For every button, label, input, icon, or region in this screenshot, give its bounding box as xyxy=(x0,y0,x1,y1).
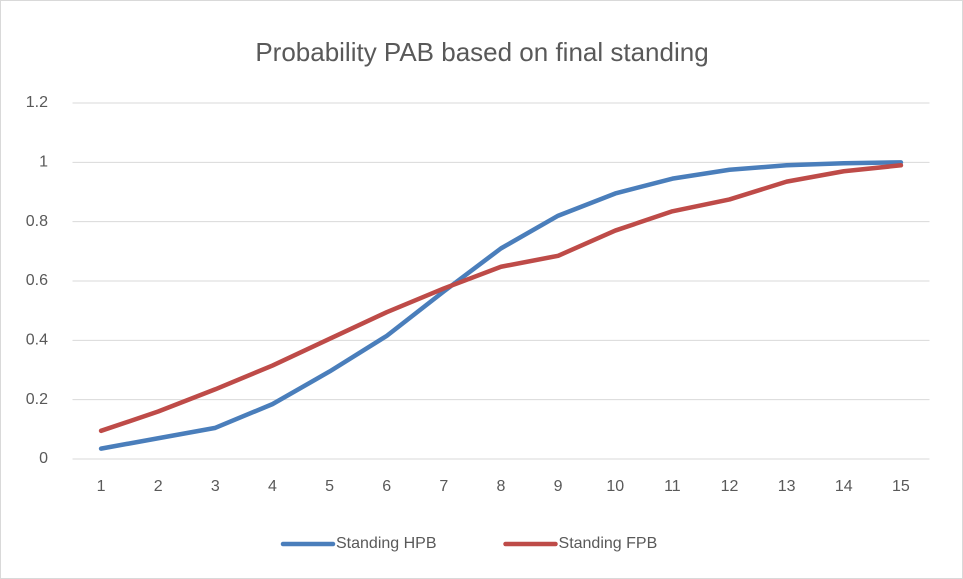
y-tick-label: 0 xyxy=(39,450,48,467)
x-tick-label: 8 xyxy=(497,478,506,495)
series-line xyxy=(98,160,904,451)
y-tick-label: 0.4 xyxy=(26,332,48,349)
x-tick-label: 4 xyxy=(268,478,277,495)
series-line xyxy=(98,163,904,434)
x-tick-label: 1 xyxy=(97,478,106,495)
x-tick-label: 6 xyxy=(382,478,391,495)
x-tick-label: 3 xyxy=(211,478,220,495)
x-tick-label: 11 xyxy=(664,478,681,495)
x-tick-label: 9 xyxy=(554,478,563,495)
x-tick-label: 12 xyxy=(721,478,739,495)
legend-label: Standing FPB xyxy=(559,535,658,552)
y-tick-label: 1 xyxy=(39,154,48,171)
y-tick-label: 1.2 xyxy=(26,94,48,111)
y-tick-label: 0.8 xyxy=(26,213,48,230)
x-tick-label: 10 xyxy=(606,478,624,495)
x-tick-label: 7 xyxy=(439,478,448,495)
x-tick-label: 15 xyxy=(892,478,910,495)
x-tick-label: 2 xyxy=(154,478,163,495)
chart-title: Probability PAB based on final standing xyxy=(255,37,708,67)
x-tick-label: 14 xyxy=(835,478,853,495)
legend-label: Standing HPB xyxy=(336,535,437,552)
y-tick-label: 0.2 xyxy=(26,391,48,408)
x-tick-label: 13 xyxy=(778,478,796,495)
y-tick-label: 0.6 xyxy=(26,272,48,289)
x-tick-label: 5 xyxy=(325,478,334,495)
